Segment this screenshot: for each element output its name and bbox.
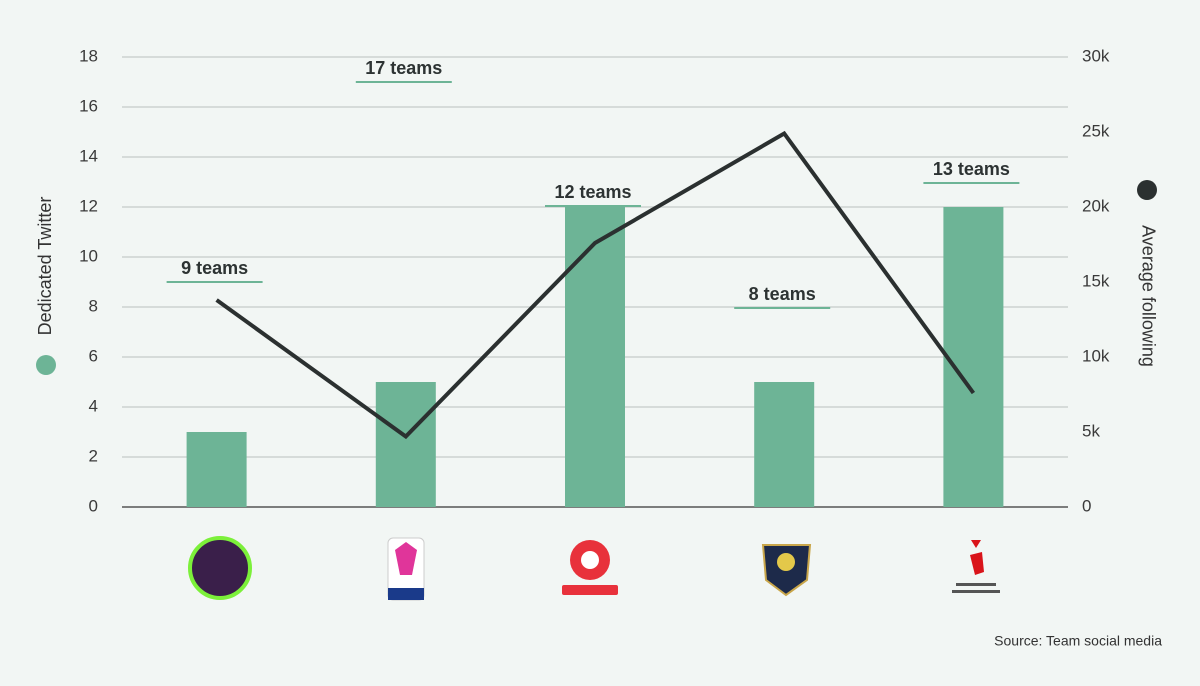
annotation: 8 teams xyxy=(749,284,816,304)
y-tick-label: 4 xyxy=(89,396,98,415)
y-tick-label: 8 xyxy=(89,296,98,315)
logos xyxy=(188,536,1000,601)
y2-tick-label: 25k xyxy=(1082,121,1110,140)
y2-axis-label: Average following xyxy=(1138,225,1158,367)
y2-tick-label: 0 xyxy=(1082,496,1091,515)
bar xyxy=(186,432,247,507)
logo xyxy=(188,536,252,600)
logo xyxy=(395,542,417,575)
annotation: 13 teams xyxy=(933,159,1010,179)
y2-tick-label: 5k xyxy=(1082,421,1100,440)
logo xyxy=(562,585,618,595)
y-tick-label: 0 xyxy=(89,496,98,515)
annotation: 17 teams xyxy=(365,58,442,78)
y2-tick-label: 20k xyxy=(1082,196,1110,215)
legend-dot xyxy=(1137,180,1157,200)
annotation: 12 teams xyxy=(554,182,631,202)
source: Source: Team social media xyxy=(994,633,1162,649)
logo xyxy=(581,551,599,569)
y-tick-label: 14 xyxy=(79,146,98,165)
bar xyxy=(943,207,1004,507)
logo xyxy=(388,588,424,600)
logo xyxy=(970,552,984,575)
bar xyxy=(565,207,625,507)
bar xyxy=(754,382,815,507)
y-axis-label: Dedicated Twitter xyxy=(35,197,55,336)
logo xyxy=(971,540,981,548)
logo xyxy=(777,553,795,571)
y-tick-label: 18 xyxy=(79,46,98,65)
bar xyxy=(375,382,436,507)
y-tick-label: 2 xyxy=(89,446,98,465)
y-tick-label: 16 xyxy=(79,96,98,115)
y-tick-label: 10 xyxy=(79,246,98,265)
y-tick-label: 12 xyxy=(79,196,98,215)
line xyxy=(215,130,976,440)
y-tick-label: 6 xyxy=(89,346,98,365)
logo xyxy=(956,583,996,586)
annotation: 9 teams xyxy=(181,258,248,278)
y2-tick-label: 30k xyxy=(1082,46,1110,65)
y2-tick-label: 15k xyxy=(1082,271,1110,290)
y2-tick-label: 10k xyxy=(1082,346,1110,365)
legend-dot xyxy=(36,355,56,375)
logo xyxy=(952,590,1000,593)
